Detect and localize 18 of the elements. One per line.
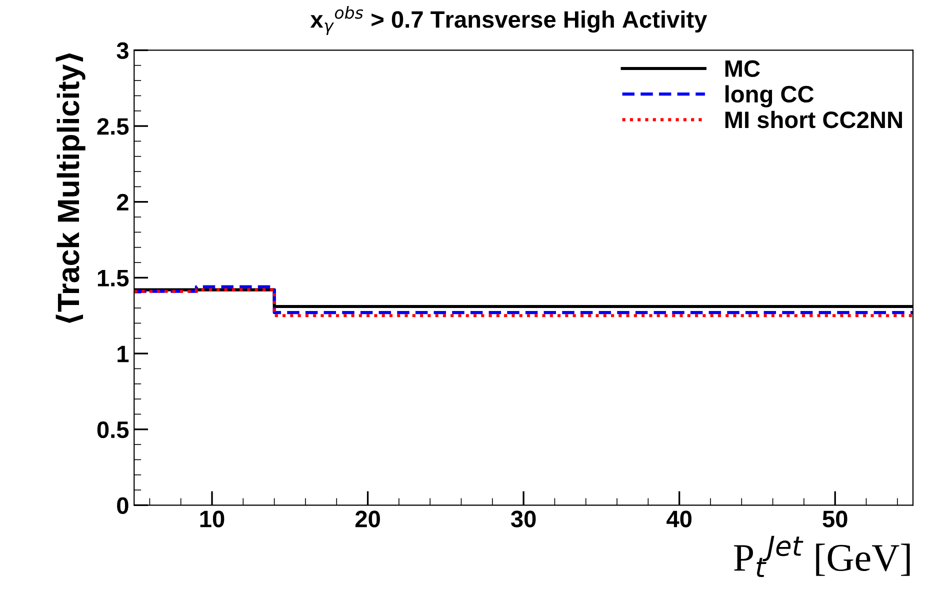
legend-label: MI short CC2NN [725,110,902,128]
legend-label: MC [725,60,760,78]
y-tick-label: 0 [117,497,128,514]
y-tick-label: 0.5 [97,421,129,438]
x-tick-label: 50 [822,510,848,528]
x-tick-label: 40 [666,510,692,528]
legend-label: long CC [725,85,814,108]
x-tick-label: 10 [200,510,224,528]
y-axis-title: ⟨Track Multiplicity⟩ [56,53,86,323]
x-axis-title: P$_{t}$$^{Jet}$ [GeV] [734,536,910,578]
y-tick-label: 2 [116,194,128,210]
y-tick-label: 1.5 [98,270,129,286]
chart-title: x$_{γ}$$^{obs}$ > 0.7 Transverse High Activity [310,6,708,35]
x-tick-label: 30 [510,510,536,528]
y-tick-label: 3 [116,42,128,60]
y-tick-label: 1 [118,346,129,362]
x-tick-label: 20 [355,510,380,528]
y-tick-label: 2.5 [97,118,129,135]
